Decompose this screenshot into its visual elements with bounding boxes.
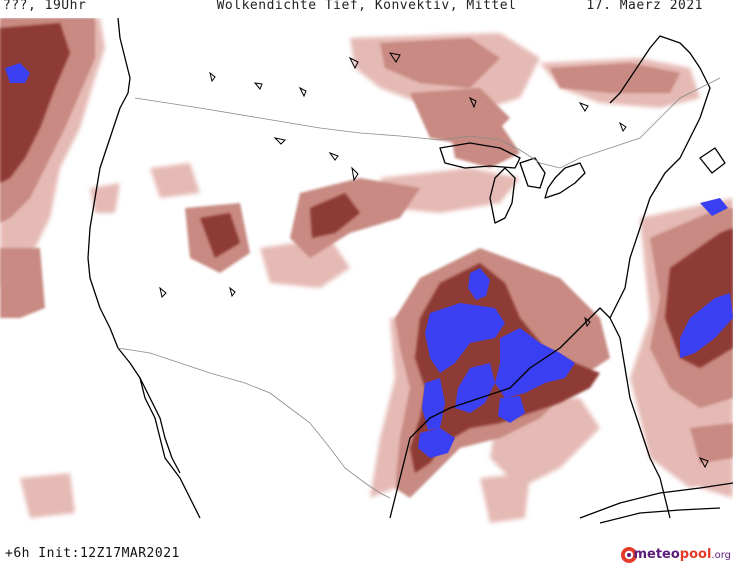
meteopool-wordmark: meteopool.org (633, 547, 731, 562)
logo-meteo: meteo (633, 547, 680, 562)
political-borders (117, 77, 721, 499)
logo-pool: pool (679, 547, 712, 562)
logo-org: .org (711, 550, 731, 561)
forecast-time: ???, 19Uhr (3, 0, 87, 13)
run-info: +6h Init:12Z17MAR2021 (5, 546, 180, 561)
coastline (87, 18, 733, 524)
map-title: Wolkendichte Tief, Konvektiv, Mittel (216, 0, 517, 13)
lakes-islands (159, 52, 709, 469)
cloud-layer-mid (0, 18, 733, 498)
header-bar: ???, 19Uhr Wolkendichte Tief, Konvektiv,… (0, 0, 733, 18)
convective-layer (5, 63, 733, 458)
cloud-layer-light (0, 18, 733, 523)
forecast-date: 17. Maerz 2021 (586, 0, 703, 13)
weather-map (0, 18, 733, 524)
meteopool-logo[interactable] (621, 544, 731, 566)
footer-bar: +6h Init:12Z17MAR2021 meteopool.org (0, 526, 733, 566)
